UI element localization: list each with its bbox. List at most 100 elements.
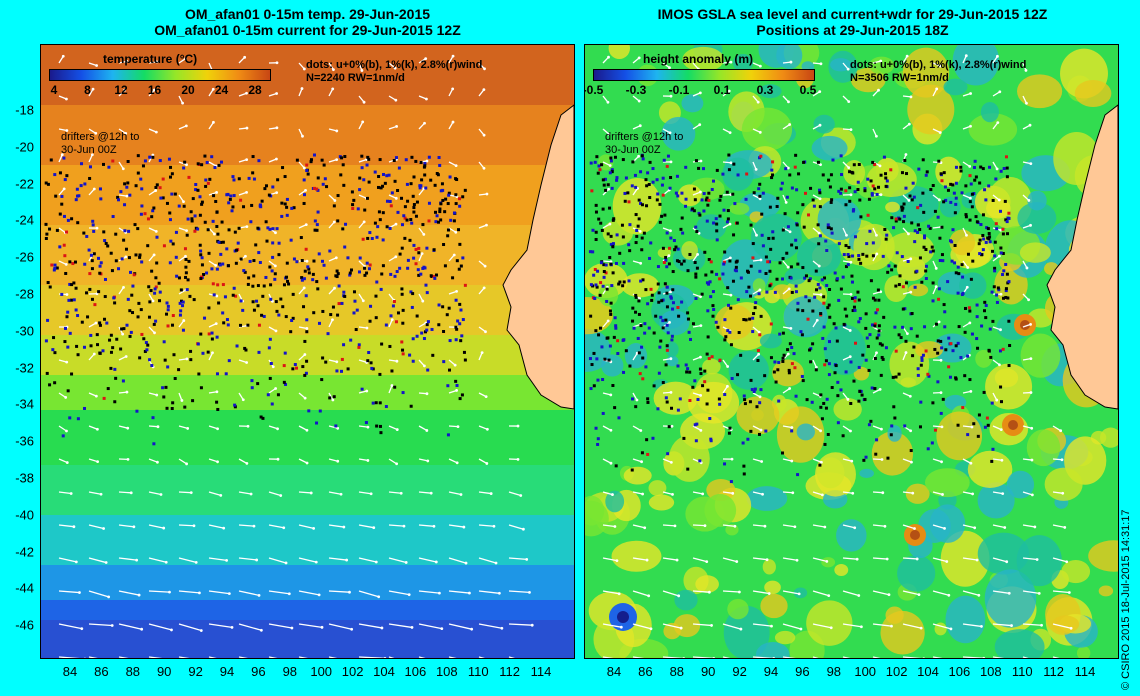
current-arrow bbox=[328, 623, 352, 630]
current-arrow-head bbox=[878, 387, 882, 391]
current-arrow-head bbox=[737, 590, 741, 594]
drifter-dot bbox=[726, 217, 730, 221]
current-arrow-head bbox=[969, 92, 972, 95]
drifter-dot bbox=[926, 447, 930, 451]
drifter-dot bbox=[664, 396, 668, 400]
current-arrow-head bbox=[227, 592, 231, 596]
current-arrow-head bbox=[334, 256, 338, 260]
drifter-dot bbox=[44, 236, 48, 240]
drifter-dot bbox=[609, 301, 613, 305]
drifter-dot bbox=[677, 260, 681, 264]
drifter-dot bbox=[875, 438, 879, 442]
drifter-dot bbox=[909, 449, 913, 453]
drifter-dot bbox=[802, 160, 806, 164]
current-arrow-head bbox=[1001, 492, 1005, 496]
drifter-dot bbox=[158, 186, 162, 190]
current-arrow bbox=[1052, 458, 1063, 461]
drifter-dot bbox=[665, 265, 669, 269]
drifter-dot bbox=[970, 192, 974, 196]
current-arrow bbox=[1052, 425, 1062, 432]
anomaly-blob bbox=[836, 519, 867, 552]
drifter-dot bbox=[891, 375, 895, 379]
current-arrow bbox=[208, 524, 224, 529]
drifter-dot bbox=[588, 250, 592, 254]
drifter-dot bbox=[433, 183, 437, 187]
drifter-dot bbox=[634, 241, 638, 245]
drifter-dot bbox=[670, 406, 674, 410]
drifter-dot bbox=[714, 320, 718, 324]
longitude-tick-label: 102 bbox=[885, 664, 908, 679]
drifter-dot bbox=[136, 227, 140, 231]
drifter-dot bbox=[82, 231, 86, 235]
current-arrow-head bbox=[241, 398, 245, 402]
current-arrow bbox=[1052, 491, 1063, 494]
current-arrow-head bbox=[640, 460, 643, 464]
drifter-dot bbox=[882, 155, 886, 159]
drifter-dot bbox=[769, 322, 773, 326]
drifter-dot bbox=[727, 168, 731, 172]
drifter-dot bbox=[842, 253, 846, 257]
drifter-dot bbox=[599, 281, 603, 285]
drifter-dot bbox=[884, 172, 888, 176]
current-arrow bbox=[88, 590, 109, 598]
drifter-dot bbox=[988, 165, 992, 169]
current-arrow-head bbox=[819, 429, 823, 433]
current-arrow-head bbox=[91, 87, 95, 91]
drifter-dot bbox=[239, 198, 243, 202]
drifter-dot bbox=[462, 350, 466, 354]
drifter-dot bbox=[751, 330, 755, 334]
current-arrow bbox=[238, 458, 248, 464]
right-dots-line2: N=3506 RW=1nm/d bbox=[850, 72, 949, 84]
current-arrow-head bbox=[788, 387, 792, 390]
drifter-dot bbox=[759, 154, 763, 158]
drifter-dot bbox=[201, 351, 205, 355]
drifter-dot bbox=[239, 257, 243, 261]
anomaly-blob bbox=[902, 47, 950, 98]
drifter-dot bbox=[661, 319, 665, 323]
drifter-dot bbox=[602, 183, 606, 187]
current-arrow-head bbox=[758, 130, 762, 134]
drifter-dot bbox=[841, 434, 845, 438]
current-arrow bbox=[842, 656, 851, 658]
current-arrow bbox=[208, 425, 218, 430]
current-arrow bbox=[388, 458, 397, 465]
drifter-dot bbox=[983, 425, 987, 429]
drifter-dot bbox=[46, 318, 50, 322]
drifter-dot bbox=[259, 415, 263, 419]
drifter-dot bbox=[302, 305, 306, 309]
current-arrow-head bbox=[765, 558, 769, 562]
right-drifters-note: drifters @12h to 30-Jun 00Z bbox=[605, 131, 683, 157]
current-arrow-head bbox=[697, 231, 701, 235]
drifter-dot bbox=[894, 219, 898, 223]
drifter-dot bbox=[969, 277, 973, 281]
drifter-dot bbox=[624, 176, 628, 180]
drifter-dot bbox=[972, 422, 976, 426]
current-arrow-head bbox=[1065, 560, 1069, 564]
drifter-dot bbox=[452, 219, 456, 223]
current-arrow-head bbox=[440, 627, 444, 631]
drifter-dot bbox=[352, 311, 356, 315]
drifter-dot bbox=[710, 355, 714, 359]
current-arrow-head bbox=[677, 594, 681, 598]
drifter-dot bbox=[280, 214, 284, 218]
drifter-dot bbox=[756, 358, 760, 362]
drifter-dot bbox=[324, 276, 328, 280]
drifter-dot bbox=[608, 256, 612, 260]
drifter-dot bbox=[356, 207, 360, 211]
drifter-dot bbox=[916, 230, 920, 234]
drifter-dot bbox=[801, 266, 805, 270]
drifter-dot bbox=[44, 181, 48, 185]
current-arrow bbox=[992, 557, 1007, 563]
current-arrow bbox=[962, 491, 973, 495]
drifter-dot bbox=[189, 210, 193, 214]
current-arrow-head bbox=[669, 390, 673, 394]
drifter-dot bbox=[956, 291, 960, 295]
drifter-dot bbox=[718, 198, 722, 202]
current-arrow bbox=[872, 623, 892, 627]
drifter-dot bbox=[758, 269, 762, 273]
drifter-dot bbox=[693, 423, 697, 427]
drifter-dot bbox=[1004, 287, 1008, 291]
drifter-dot bbox=[665, 400, 669, 404]
drifter-dot bbox=[220, 220, 224, 224]
anomaly-blob bbox=[673, 614, 701, 638]
